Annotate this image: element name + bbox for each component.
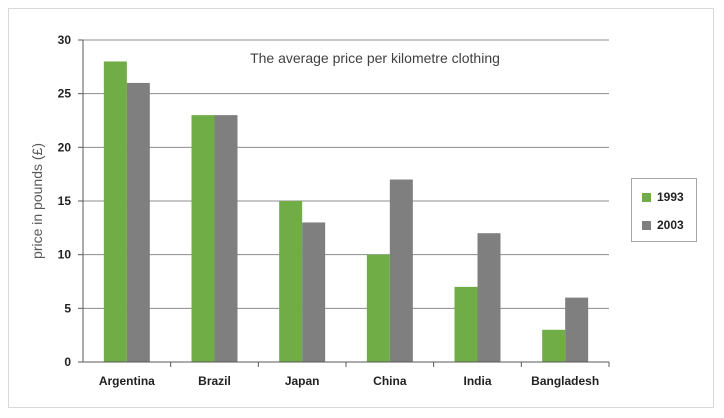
y-tick-label: 15	[58, 194, 72, 208]
y-tick-label: 30	[58, 33, 72, 47]
y-tick-label: 25	[58, 87, 72, 101]
x-tick-label: Brazil	[198, 374, 231, 388]
gridlines	[83, 39, 609, 309]
bar-1993-bangladesh	[542, 329, 566, 362]
legend-label-1993: 1993	[657, 190, 684, 204]
bar-2003-argentina	[126, 82, 150, 362]
bar-1993-argentina	[103, 61, 127, 362]
bar-2003-bangladesh	[565, 297, 589, 362]
x-tick-label: Bangladesh	[531, 374, 599, 388]
legend-item-1993: 1993	[642, 190, 684, 204]
bar-2003-china	[389, 179, 413, 362]
y-axis-label: price in pounds (£)	[29, 143, 45, 259]
bar-1993-china	[366, 254, 390, 362]
bar-2003-india	[477, 233, 501, 362]
bar-1993-japan	[279, 201, 303, 362]
y-tick-label: 20	[58, 140, 72, 154]
y-tick-labels: 0 5 10 15 20 25 30	[58, 33, 72, 369]
legend: 1993 2003	[631, 178, 697, 242]
bar-1993-brazil	[191, 115, 215, 362]
y-tick-label: 10	[58, 248, 72, 262]
bar-2003-brazil	[214, 115, 238, 362]
axes	[78, 39, 610, 367]
y-tick-label: 5	[64, 301, 71, 315]
y-tick-label: 0	[64, 355, 71, 369]
x-tick-label: Argentina	[99, 374, 155, 388]
legend-swatch-2003	[642, 220, 651, 230]
bar-2003-japan	[302, 222, 326, 362]
x-tick-label: China	[373, 374, 407, 388]
chart-title: The average price per kilometre clothing	[250, 50, 500, 66]
x-tick-labels: Argentina Brazil Japan China India Bangladesh	[99, 374, 599, 388]
x-tick-label: India	[463, 374, 491, 388]
legend-item-2003: 2003	[642, 218, 684, 232]
bar-1993-india	[454, 286, 478, 362]
legend-label-2003: 2003	[657, 218, 684, 232]
x-tick-label: Japan	[285, 374, 320, 388]
bars	[103, 61, 589, 362]
legend-swatch-1993	[642, 192, 651, 202]
